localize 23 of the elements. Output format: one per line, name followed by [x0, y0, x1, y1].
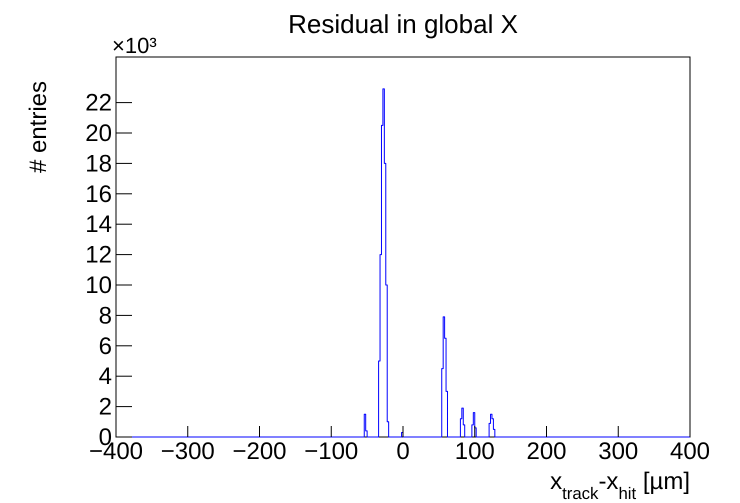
- y-tick-label: 16: [85, 180, 112, 208]
- x-tick-label: 100: [454, 438, 495, 465]
- y-tick-label: 18: [85, 150, 112, 178]
- y-axis-title: # entries: [25, 80, 52, 174]
- x-tick-label: −100: [304, 438, 358, 465]
- x-tick-label: 300: [598, 438, 638, 465]
- x-tick-label: 200: [526, 438, 567, 465]
- y-tick-label: 6: [98, 332, 112, 360]
- x-tick-label: 400: [670, 438, 710, 465]
- y-tick-label: 4: [98, 363, 112, 390]
- y-tick-label: 2: [98, 394, 112, 421]
- y-tick-label: 22: [85, 90, 112, 117]
- x-tick-label: 0: [396, 438, 410, 465]
- y-tick-label: 8: [98, 302, 112, 330]
- y-tick-label: 12: [85, 242, 112, 269]
- x-tick-label: −200: [232, 438, 287, 465]
- x-axis-title: x$_{track}$-x$_{hit}$ [µm]: [550, 468, 690, 502]
- chart-title: Residual in global X: [288, 9, 518, 39]
- annotation: ×10³: [112, 33, 157, 58]
- y-tick-label: 10: [85, 272, 112, 299]
- y-tick-label: 14: [85, 211, 112, 238]
- x-tick-label: −300: [160, 438, 215, 465]
- y-tick-label: 20: [85, 120, 112, 147]
